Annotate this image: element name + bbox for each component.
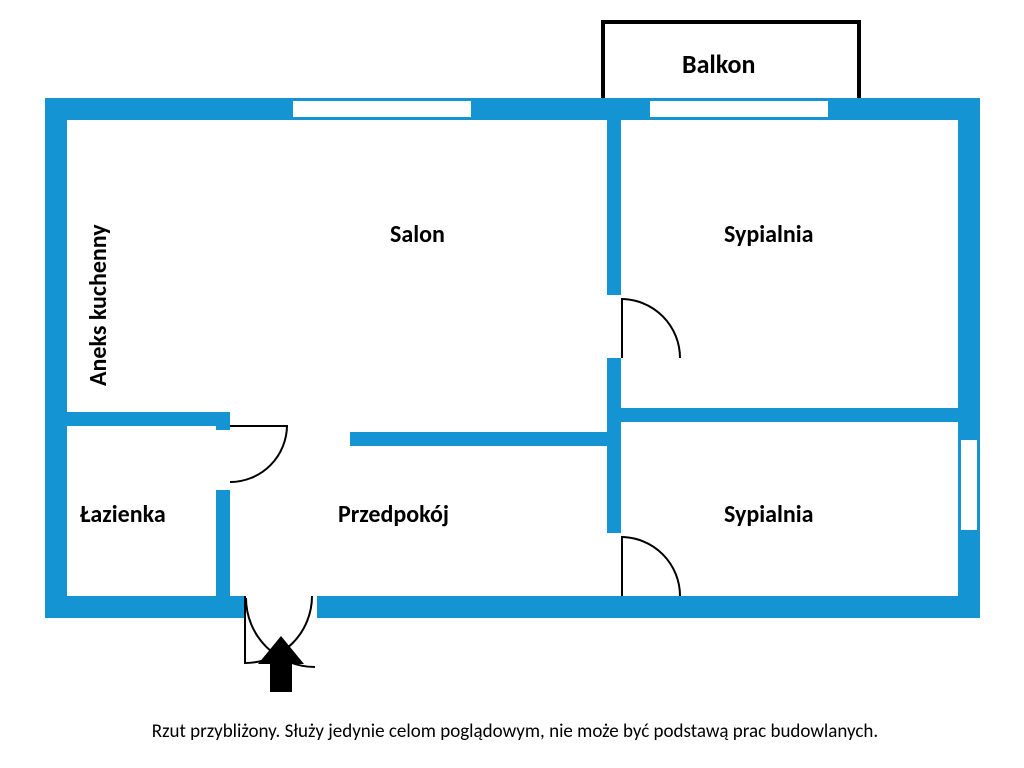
label-salon: Salon [390, 220, 445, 249]
window-right-outer [977, 440, 980, 530]
wall-left [45, 98, 67, 618]
balcony-line-right [857, 20, 861, 100]
window-top1-inner [293, 117, 471, 120]
iw-bathroom-right-seg2 [216, 490, 230, 600]
iw-bathroom-top [45, 412, 230, 426]
label-balkon: Balkon [682, 48, 755, 80]
window-top2-inner [650, 117, 828, 120]
window-top1-outer [293, 98, 471, 101]
iw-horiz-hallway-stub [350, 432, 615, 446]
label-przedpokoj: Przedpokój [338, 500, 449, 529]
door-bath-arc [230, 425, 288, 483]
iw-horiz-bedrooms [607, 408, 962, 422]
door-bed2-arc [621, 536, 681, 596]
label-sypialnia2: Sypialnia [724, 500, 814, 529]
balcony-line-left [601, 20, 605, 100]
label-lazienka: Łazienka [80, 500, 166, 529]
caption-text: Rzut przybliżony. Służy jedynie celom po… [100, 720, 930, 743]
wall-bottom-seg1 [45, 596, 245, 618]
window-right-inner [958, 440, 961, 530]
window-top2-outer [650, 98, 828, 101]
door-bed1-arc [621, 298, 681, 358]
iw-bathroom-right-seg1 [216, 412, 230, 430]
wall-bottom-seg2 [317, 596, 980, 618]
balcony-line-top [601, 20, 861, 24]
wall-top-seg2 [471, 98, 650, 120]
floorplan-stage: Balkon [0, 0, 1024, 768]
entry-arrow-shaft [270, 662, 292, 692]
wall-top-seg1 [45, 98, 293, 120]
wall-right-seg1 [958, 98, 980, 440]
iw-vert-right-seg1 [607, 120, 621, 295]
entry-arrow-head [258, 636, 304, 664]
label-aneks: Aneks kuchenny [84, 224, 113, 386]
label-sypialnia1: Sypialnia [724, 220, 814, 249]
